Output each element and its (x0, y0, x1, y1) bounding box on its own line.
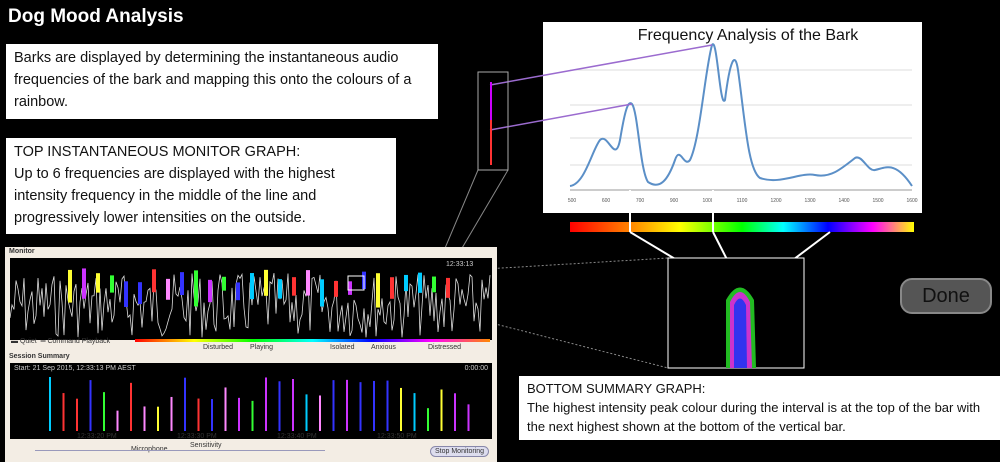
top-heading: TOP INSTANTANEOUS MONITOR GRAPH: (14, 144, 301, 160)
monitor-graph: 12:33:13 (10, 258, 492, 340)
intro-note: Barks are displayed by determining the i… (6, 44, 438, 119)
sensitivity: Sensitivity (190, 442, 222, 449)
time-label: 12:33:50 PM (377, 433, 417, 440)
blob-inner (734, 298, 747, 368)
clock: 12:33:13 (446, 261, 473, 268)
mood-bar (135, 339, 490, 342)
elapsed: 0:00:00 (465, 365, 488, 372)
time-label: 12:33:30 PM (177, 433, 217, 440)
legend-quiet: Quiet (19, 338, 37, 345)
mood-label: Distressed (428, 344, 462, 351)
top-text: Up to 6 frequencies are displayed with t… (14, 166, 335, 226)
page-title: Dog Mood Analysis (8, 6, 184, 27)
chart-box (543, 22, 922, 213)
time-label: 12:33:40 PM (277, 433, 317, 440)
mood-label: Isolated (330, 344, 355, 351)
bottom-text: The highest intensity peak colour during… (527, 400, 981, 434)
time-label: 12:33:20 PM (77, 433, 117, 440)
x-label: 1000 (702, 198, 713, 204)
x-label: 1500 (872, 198, 883, 204)
rainbow-bar (570, 222, 914, 232)
start-label: Start: 21 Sep 2015, 12:33:13 PM AEST (14, 365, 137, 372)
summary-graph: Start: 21 Sep 2015, 12:33:13 PM AEST 0:0… (10, 363, 492, 439)
moods: Disturbed Playing Isolated Anxious Distresse… (5, 344, 497, 353)
slider[interactable] (35, 450, 325, 451)
x-label: 1400 (838, 198, 849, 204)
mood-label: Anxious (371, 344, 396, 351)
times: 12:33:20 PM 12:33:30 PM 12:33:40 PM 12:33:5… (5, 433, 497, 442)
app-panel: Monitor 12:33:13 ▬ Quiet ═ Command Playb… (5, 247, 497, 462)
x-label: 700 (636, 198, 645, 204)
x-label: 1300 (804, 198, 815, 204)
stop-button[interactable]: Stop Monitoring (430, 446, 490, 457)
x-label: 900 (670, 198, 679, 204)
x-label: 500 (568, 198, 577, 204)
x-label: 1200 (770, 198, 781, 204)
legend: ▬ Quiet ═ Command Playback (11, 338, 111, 345)
top-note: TOP INSTANTANEOUS MONITOR GRAPH: Up to 6… (6, 138, 396, 234)
mood-label: Playing (250, 344, 273, 351)
zoom-box (477, 71, 509, 171)
monitor-label: Monitor (9, 248, 35, 255)
done-button[interactable]: Done (900, 278, 992, 314)
select-box (347, 275, 365, 291)
microphone: Microphone (131, 446, 168, 453)
bottom-heading: BOTTOM SUMMARY GRAPH: (527, 381, 706, 396)
x-label: 1100 (737, 198, 748, 204)
x-label: 1600 (906, 198, 917, 204)
x-label: 600 (602, 198, 611, 204)
purple-lines (489, 44, 713, 131)
mood-label: Disturbed (203, 344, 233, 351)
chart-title: Frequency Analysis of the Bark (638, 27, 860, 44)
legend-playback: Command Playback (47, 338, 111, 345)
bottom-note: BOTTOM SUMMARY GRAPH: The highest intens… (519, 376, 1000, 440)
summary-label: Session Summary (9, 353, 70, 360)
